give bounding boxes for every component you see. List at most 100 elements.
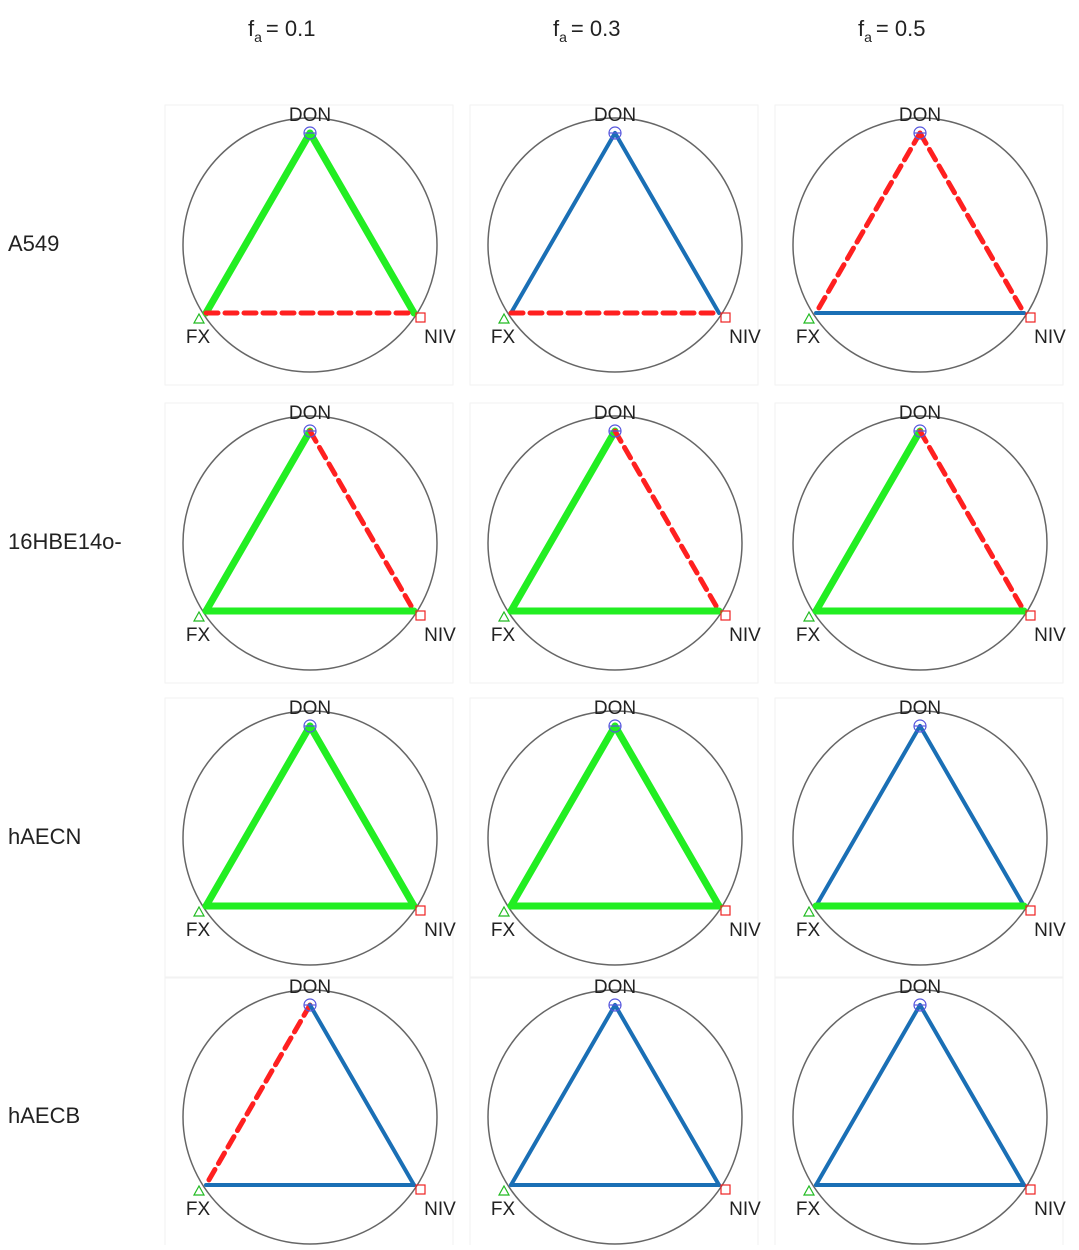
outer-circle [182, 710, 438, 966]
node-label: DON [899, 403, 941, 424]
node-label: DON [899, 977, 941, 998]
panel: DON FX NIV [164, 697, 456, 979]
node-marker [720, 905, 731, 916]
edge [507, 427, 619, 615]
node-label: FX [796, 920, 821, 941]
subscript: a [559, 29, 567, 45]
outer-circle [792, 989, 1048, 1245]
outer-circle [487, 117, 743, 373]
node-label: FX [186, 327, 211, 348]
symbol: f [858, 16, 865, 41]
node-label: DON [289, 403, 331, 424]
edge [306, 722, 418, 910]
node-label: NIV [729, 625, 761, 646]
node-marker [415, 1184, 426, 1195]
node-label: FX [491, 625, 516, 646]
panel-frame [164, 104, 454, 386]
panel: DON FX NIV [774, 402, 1066, 684]
panel-frame [774, 104, 1064, 386]
node-marker [497, 905, 511, 917]
node-marker [1025, 905, 1036, 916]
edge [308, 1003, 416, 1187]
outer-circle [487, 710, 743, 966]
column-header: fa = 0.1 [248, 16, 315, 45]
edge [611, 722, 723, 910]
node-marker [1025, 610, 1036, 621]
node-label: NIV [1034, 1199, 1066, 1220]
outer-circle [182, 989, 438, 1245]
row-label: A549 [8, 231, 59, 256]
node-marker [192, 1184, 206, 1196]
node-label: DON [594, 698, 636, 719]
node-marker [415, 905, 426, 916]
edge [509, 1003, 617, 1187]
edge [918, 724, 1026, 908]
node-label: DON [594, 105, 636, 126]
column-header: fa = 0.5 [858, 16, 925, 45]
edge [202, 129, 314, 317]
panel: DON FX NIV [469, 104, 761, 386]
node-marker [497, 312, 511, 324]
node-label: FX [491, 920, 516, 941]
outer-circle [182, 117, 438, 373]
node-marker [720, 610, 731, 621]
row-label: hAECB [8, 1103, 80, 1128]
outer-circle [182, 415, 438, 671]
node-label: NIV [1034, 327, 1066, 348]
panel-frame [469, 402, 759, 684]
panel: DON FX NIV [469, 697, 761, 979]
row-label: hAECN [8, 824, 81, 849]
edge [613, 1003, 721, 1187]
node-label: FX [491, 1199, 516, 1220]
node-marker [802, 1184, 816, 1196]
node-label: NIV [424, 920, 456, 941]
node-marker [497, 610, 511, 622]
node-marker [415, 312, 426, 323]
panel-frame [469, 104, 759, 386]
node-label: NIV [1034, 920, 1066, 941]
subscript: a [254, 29, 262, 45]
value: = 0.1 [266, 16, 316, 41]
node-label: DON [289, 105, 331, 126]
node-label: NIV [424, 327, 456, 348]
edge [307, 428, 417, 614]
node-label: DON [289, 698, 331, 719]
node-label: DON [899, 698, 941, 719]
row-label: 16HBE14o- [8, 529, 122, 554]
outer-circle [487, 989, 743, 1245]
panel: DON FX NIV [774, 976, 1066, 1250]
panel-frame [164, 697, 454, 979]
panel-frame [774, 402, 1064, 684]
panel-frame [774, 976, 1064, 1250]
edge [918, 1003, 1026, 1187]
node-label: NIV [729, 920, 761, 941]
node-marker [802, 610, 816, 622]
node-label: NIV [424, 625, 456, 646]
panel: DON FX NIV [774, 697, 1066, 979]
edge [917, 130, 1027, 316]
edge [613, 131, 721, 315]
edge [509, 131, 617, 315]
node-marker [720, 1184, 731, 1195]
node-label: FX [796, 1199, 821, 1220]
node-label: DON [594, 403, 636, 424]
node-label: FX [796, 625, 821, 646]
node-label: NIV [729, 327, 761, 348]
panel: DON FX NIV [469, 402, 761, 684]
panel-frame [164, 976, 454, 1250]
node-label: FX [186, 625, 211, 646]
outer-circle [792, 117, 1048, 373]
subscript: a [864, 29, 872, 45]
value: = 0.5 [876, 16, 926, 41]
panel-frame [469, 976, 759, 1250]
node-label: FX [796, 327, 821, 348]
edge [814, 1003, 922, 1187]
node-label: FX [186, 1199, 211, 1220]
node-marker [192, 905, 206, 917]
node-marker [802, 312, 816, 324]
node-marker [1025, 1184, 1036, 1195]
panel-frame [469, 697, 759, 979]
node-label: DON [594, 977, 636, 998]
panel: DON FX NIV [164, 402, 456, 684]
edge [917, 428, 1027, 614]
